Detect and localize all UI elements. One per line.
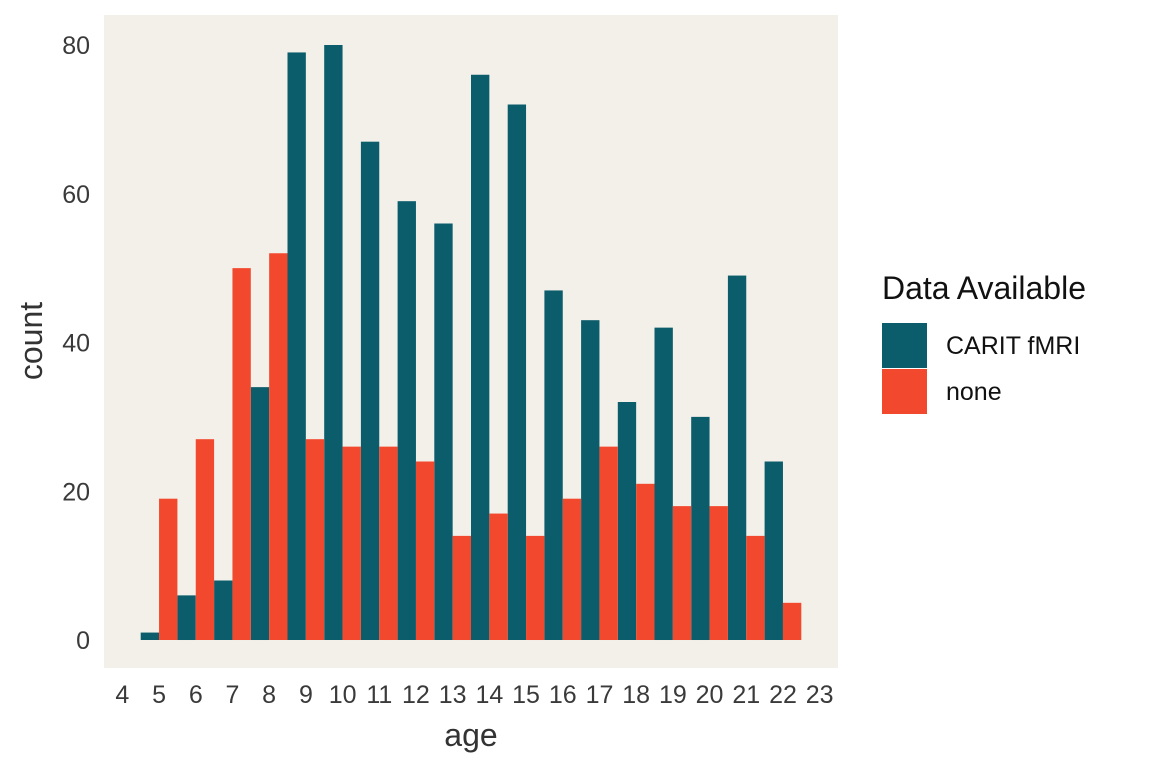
bar-none-age-13 (452, 535, 471, 641)
bar-none-age-16 (562, 498, 582, 640)
bar-none-age-11 (379, 446, 398, 641)
x-tick-label: 23 (806, 681, 834, 709)
bar-none-age-22 (782, 602, 802, 640)
bar-carit-fmri-age-21 (727, 275, 747, 640)
bar-none-age-18 (636, 483, 655, 640)
y-tick-label: 80 (62, 32, 90, 60)
bar-none-age-14 (489, 513, 508, 640)
x-tick-label: 15 (512, 681, 540, 709)
bar-none-age-6 (195, 439, 215, 640)
bar-none-age-17 (599, 446, 618, 641)
bar-none-age-8 (269, 253, 288, 640)
bar-carit-fmri-age-9 (287, 52, 306, 640)
x-tick-label: 5 (152, 681, 166, 709)
x-tick-label: 22 (769, 681, 797, 709)
x-tick-label: 13 (439, 681, 467, 709)
legend-label-carit-fmri: CARIT fMRI (946, 332, 1080, 360)
bars (140, 45, 802, 641)
x-tick-label: 20 (696, 681, 724, 709)
y-axis-ticks: 0 20 40 60 80 (62, 32, 90, 655)
bar-none-age-10 (342, 446, 361, 641)
y-axis-title: count (13, 302, 49, 380)
bar-none-age-21 (746, 535, 765, 641)
x-tick-label: 12 (402, 681, 430, 709)
x-tick-label: 14 (475, 681, 503, 709)
x-tick-label: 4 (115, 681, 129, 709)
bar-carit-fmri-age-19 (654, 327, 673, 641)
bar-none-age-5 (159, 498, 178, 640)
x-tick-label: 11 (366, 681, 392, 709)
legend-swatch-carit-fmri (882, 323, 927, 368)
bar-carit-fmri-age-16 (544, 290, 563, 640)
y-tick-label: 40 (62, 330, 90, 358)
legend-title: Data Available (882, 270, 1086, 306)
x-tick-label: 10 (329, 681, 357, 709)
bar-carit-fmri-age-15 (507, 104, 527, 640)
bar-carit-fmri-age-10 (324, 45, 343, 640)
bar-carit-fmri-age-22 (764, 461, 783, 640)
bar-carit-fmri-age-20 (691, 416, 710, 641)
x-tick-label: 9 (299, 681, 313, 709)
legend-label-none: none (946, 378, 1002, 406)
x-tick-label: 17 (586, 681, 614, 709)
y-tick-label: 60 (62, 181, 90, 209)
bar-carit-fmri-age-11 (360, 141, 380, 640)
bar-none-age-15 (526, 535, 545, 641)
x-axis-ticks: 4 5 6 7 8 9 10 11 12 13 14 15 16 17 18 19 20 21 22 23 (115, 681, 833, 709)
bar-carit-fmri-age-18 (617, 402, 637, 640)
x-axis-title: age (444, 717, 497, 753)
bar-carit-fmri-age-17 (581, 320, 600, 640)
bar-carit-fmri-age-8 (250, 387, 270, 641)
bar-none-age-7 (232, 268, 251, 641)
legend-swatch-none (882, 369, 927, 414)
x-tick-label: 19 (659, 681, 687, 709)
y-tick-label: 20 (62, 478, 90, 506)
x-tick-label: 18 (622, 681, 650, 709)
bar-carit-fmri-age-12 (397, 201, 416, 640)
bar-none-age-19 (672, 506, 692, 641)
legend: Data Available CARIT fMRI none (882, 270, 1086, 414)
bar-none-age-20 (709, 506, 728, 641)
x-tick-label: 6 (189, 681, 203, 709)
x-tick-label: 8 (262, 681, 276, 709)
bar-carit-fmri-age-5 (140, 632, 160, 640)
bar-none-age-9 (305, 439, 325, 640)
bar-carit-fmri-age-7 (214, 580, 233, 640)
y-tick-label: 0 (76, 627, 90, 655)
bar-carit-fmri-age-13 (434, 223, 453, 640)
bar-carit-fmri-age-14 (471, 74, 490, 640)
bar-none-age-12 (415, 461, 435, 640)
x-tick-label: 7 (225, 681, 239, 709)
x-tick-label: 16 (549, 681, 577, 709)
bar-carit-fmri-age-6 (177, 595, 196, 641)
x-tick-label: 21 (732, 681, 760, 709)
